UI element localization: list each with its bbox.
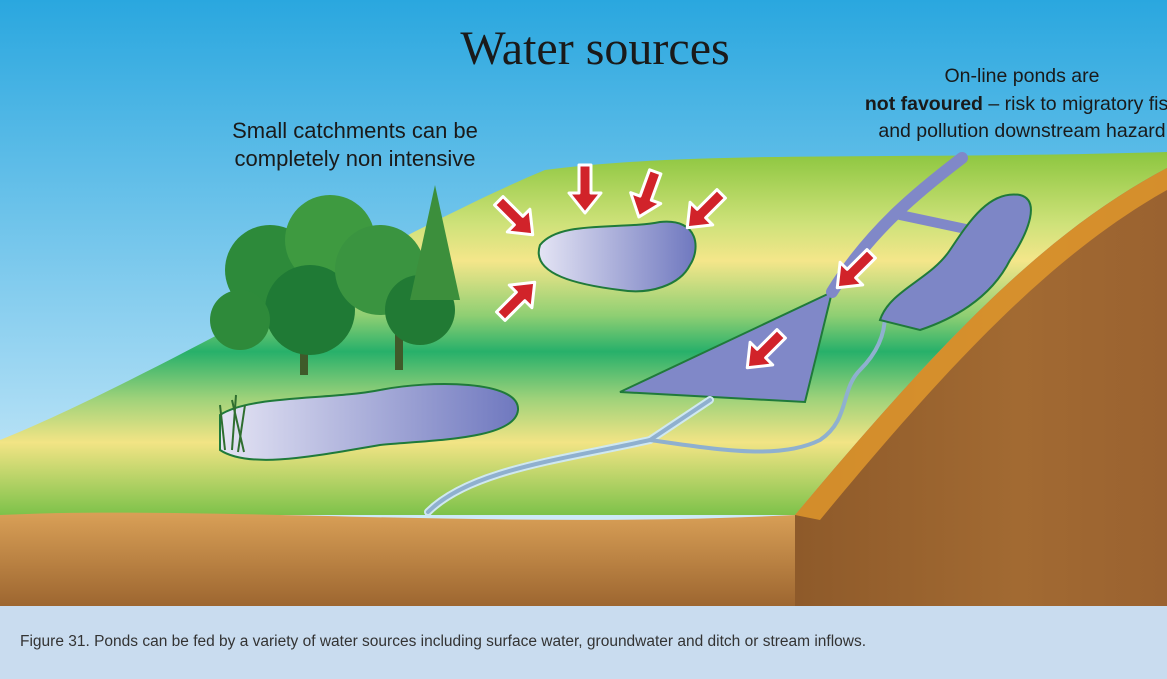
title: Water sources (460, 22, 729, 75)
annotation: completely non intensive (235, 146, 476, 171)
annotation: Small catchments can be (232, 118, 478, 143)
annotation: and pollution downstream hazard (878, 120, 1165, 142)
caption: Figure 31. Ponds can be fed by a variety… (0, 606, 1167, 679)
soil (0, 513, 795, 606)
page: Water sources Small catchments can be co… (0, 0, 1167, 679)
annotation-text: – risk to migratory fish (983, 93, 1167, 115)
annotation: On-line ponds are (944, 65, 1099, 87)
illustration: Water sources Small catchments can be co… (0, 0, 1167, 606)
annotation: not favoured – risk to migratory fish (865, 93, 1167, 115)
annotation-bold: not favoured (865, 93, 983, 115)
